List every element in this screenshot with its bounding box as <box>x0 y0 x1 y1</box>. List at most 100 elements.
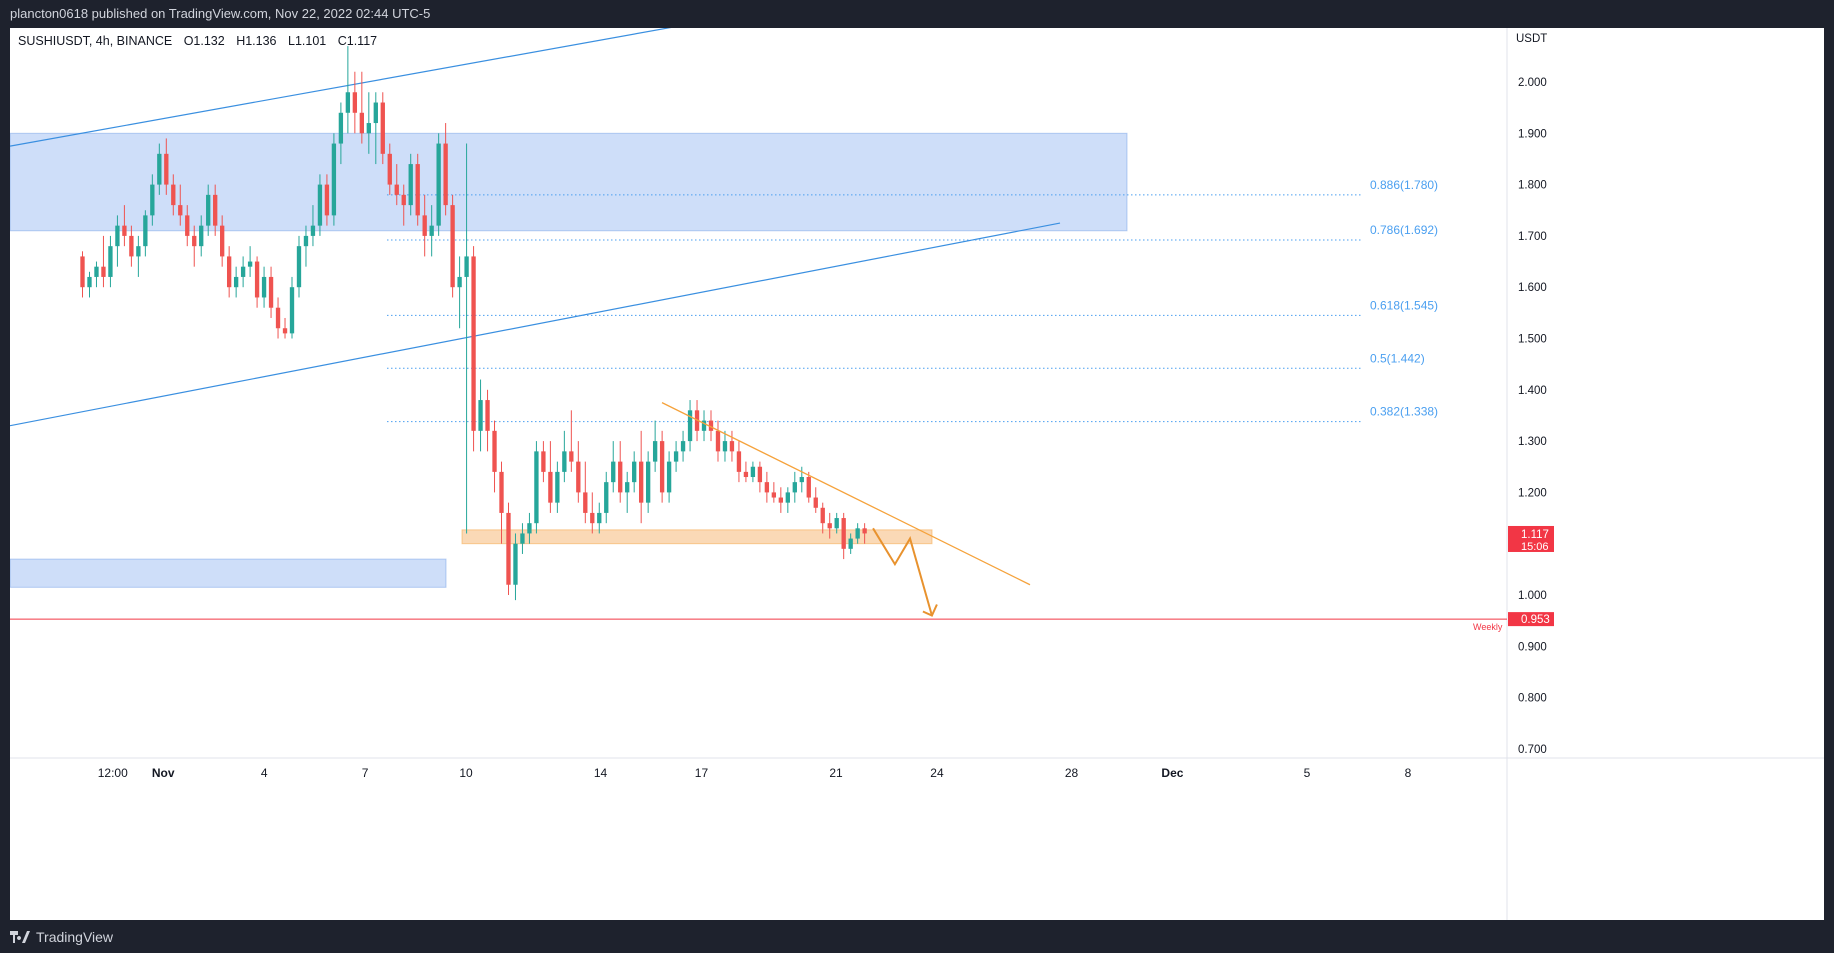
candle-body-102 <box>792 482 797 493</box>
chart-area[interactable]: 0.886(1.780) 0.786(1.692) 0.618(1.545) 0.5(… <box>9 19 1824 920</box>
candle-body-61 <box>506 512 511 585</box>
weekly-price-badge <box>1508 612 1554 627</box>
footer: TradingView <box>0 921 1834 953</box>
candle-body-51 <box>436 143 441 226</box>
candle-body-20 <box>220 225 225 257</box>
candle-body-82 <box>652 441 658 462</box>
candle-body-75 <box>604 482 609 513</box>
candle-body-68 <box>555 471 560 503</box>
support-zone <box>461 529 933 545</box>
x-tick-9: 28 <box>1065 766 1079 780</box>
candle-body-31 <box>296 246 302 288</box>
candle-body-23 <box>240 266 246 277</box>
candle-body-29 <box>282 328 288 334</box>
y-tick-1: 0.800 <box>1518 693 1547 705</box>
candle-body-86 <box>680 441 686 452</box>
y-tick-6: 1.300 <box>1518 436 1547 448</box>
candle-body-80 <box>639 461 644 503</box>
weekly-price-label: 0.953 <box>1521 614 1550 626</box>
candle-body-18 <box>206 194 211 226</box>
candle-body-19 <box>213 194 218 226</box>
candle-body-47 <box>408 164 413 206</box>
candle-body-72 <box>583 492 588 513</box>
candle-body-46 <box>401 194 406 206</box>
y-tick-9: 1.600 <box>1518 282 1547 294</box>
x-tick-2: 4 <box>261 766 268 780</box>
y-tick-2: 0.900 <box>1518 641 1547 653</box>
candle-body-60 <box>499 471 504 513</box>
candle-body-70 <box>569 451 574 462</box>
candle-body-108 <box>834 518 839 529</box>
candle-body-100 <box>778 497 783 503</box>
candle-body-84 <box>666 461 672 493</box>
candle-body-17 <box>199 225 204 247</box>
projection-path <box>872 527 933 616</box>
candle-body-94 <box>736 451 742 472</box>
ohlc-high: H1.136 <box>236 34 277 48</box>
candle-body-58 <box>485 400 490 431</box>
x-tick-11: 5 <box>1304 766 1311 780</box>
candle-body-52 <box>443 143 448 206</box>
candle-body-32 <box>303 235 309 247</box>
candle-body-38 <box>345 92 351 113</box>
candle-body-105 <box>813 497 818 508</box>
y-tick-8: 1.500 <box>1518 334 1547 346</box>
symbol-legend: SUSHIUSDT, 4h, BINANCE O1.132 H1.136 L1.… <box>18 34 385 48</box>
fib-label-0: 0.886(1.780) <box>1370 178 1438 192</box>
candle-body-83 <box>659 441 665 493</box>
y-tick-13: 2.000 <box>1518 77 1547 89</box>
x-tick-0: 12:00 <box>98 766 128 780</box>
y-tick-11: 1.800 <box>1518 180 1547 192</box>
candle-body-1 <box>87 276 92 288</box>
candle-body-37 <box>338 112 344 144</box>
candle-body-62 <box>513 543 518 585</box>
candle-body-27 <box>268 276 274 308</box>
candle-body-2 <box>94 266 99 277</box>
candle-body-81 <box>645 461 651 503</box>
projection-arrow-icon <box>922 604 938 617</box>
candle-body-99 <box>771 492 777 498</box>
candle-body-16 <box>192 235 197 247</box>
candle-body-30 <box>289 287 295 334</box>
candle-body-97 <box>757 466 763 483</box>
candle-body-101 <box>785 492 790 503</box>
candle-body-4 <box>108 246 113 277</box>
candle-body-5 <box>115 225 120 247</box>
candle-body-0 <box>80 256 85 288</box>
candle-body-40 <box>359 112 365 134</box>
symbol-label: SUSHIUSDT, 4h, BINANCE <box>18 34 173 48</box>
candle-body-110 <box>848 538 853 549</box>
candle-body-112 <box>862 528 867 534</box>
candle-body-90 <box>708 420 714 431</box>
candle-body-11 <box>157 153 162 185</box>
y-tick-5: 1.200 <box>1518 487 1547 499</box>
x-tick-1: Nov <box>152 766 175 780</box>
candle-body-45 <box>394 184 399 195</box>
candle-body-7 <box>129 235 134 257</box>
candle-body-56 <box>471 256 476 431</box>
candle-body-53 <box>450 205 455 288</box>
y-tick-3: 1.000 <box>1518 590 1547 602</box>
last-price-timer: 15:06 <box>1521 541 1549 553</box>
fib-label-4: 0.382(1.338) <box>1370 405 1438 419</box>
candle-body-48 <box>415 164 420 216</box>
candle-body-14 <box>178 205 183 216</box>
x-tick-12: 8 <box>1405 766 1412 780</box>
fib-label-1: 0.786(1.692) <box>1370 223 1438 237</box>
candle-body-34 <box>317 184 323 226</box>
candle-body-64 <box>527 523 532 534</box>
demand-zone <box>9 558 447 588</box>
weekly-tag: Weekly <box>1473 622 1503 632</box>
candle-body-24 <box>247 261 253 267</box>
channel-upper-line <box>9 19 711 147</box>
x-tick-6: 17 <box>695 766 709 780</box>
candle-body-107 <box>827 523 832 529</box>
ohlc-open: O1.132 <box>183 34 225 48</box>
candle-body-36 <box>331 143 337 216</box>
candle-body-109 <box>841 518 846 549</box>
candle-body-89 <box>701 420 707 431</box>
chart-svg[interactable]: 0.886(1.780) 0.786(1.692) 0.618(1.545) 0.5(… <box>9 19 1824 920</box>
candle-body-13 <box>171 184 176 206</box>
fib-label-3: 0.5(1.442) <box>1370 351 1425 365</box>
candle-body-50 <box>429 225 434 236</box>
